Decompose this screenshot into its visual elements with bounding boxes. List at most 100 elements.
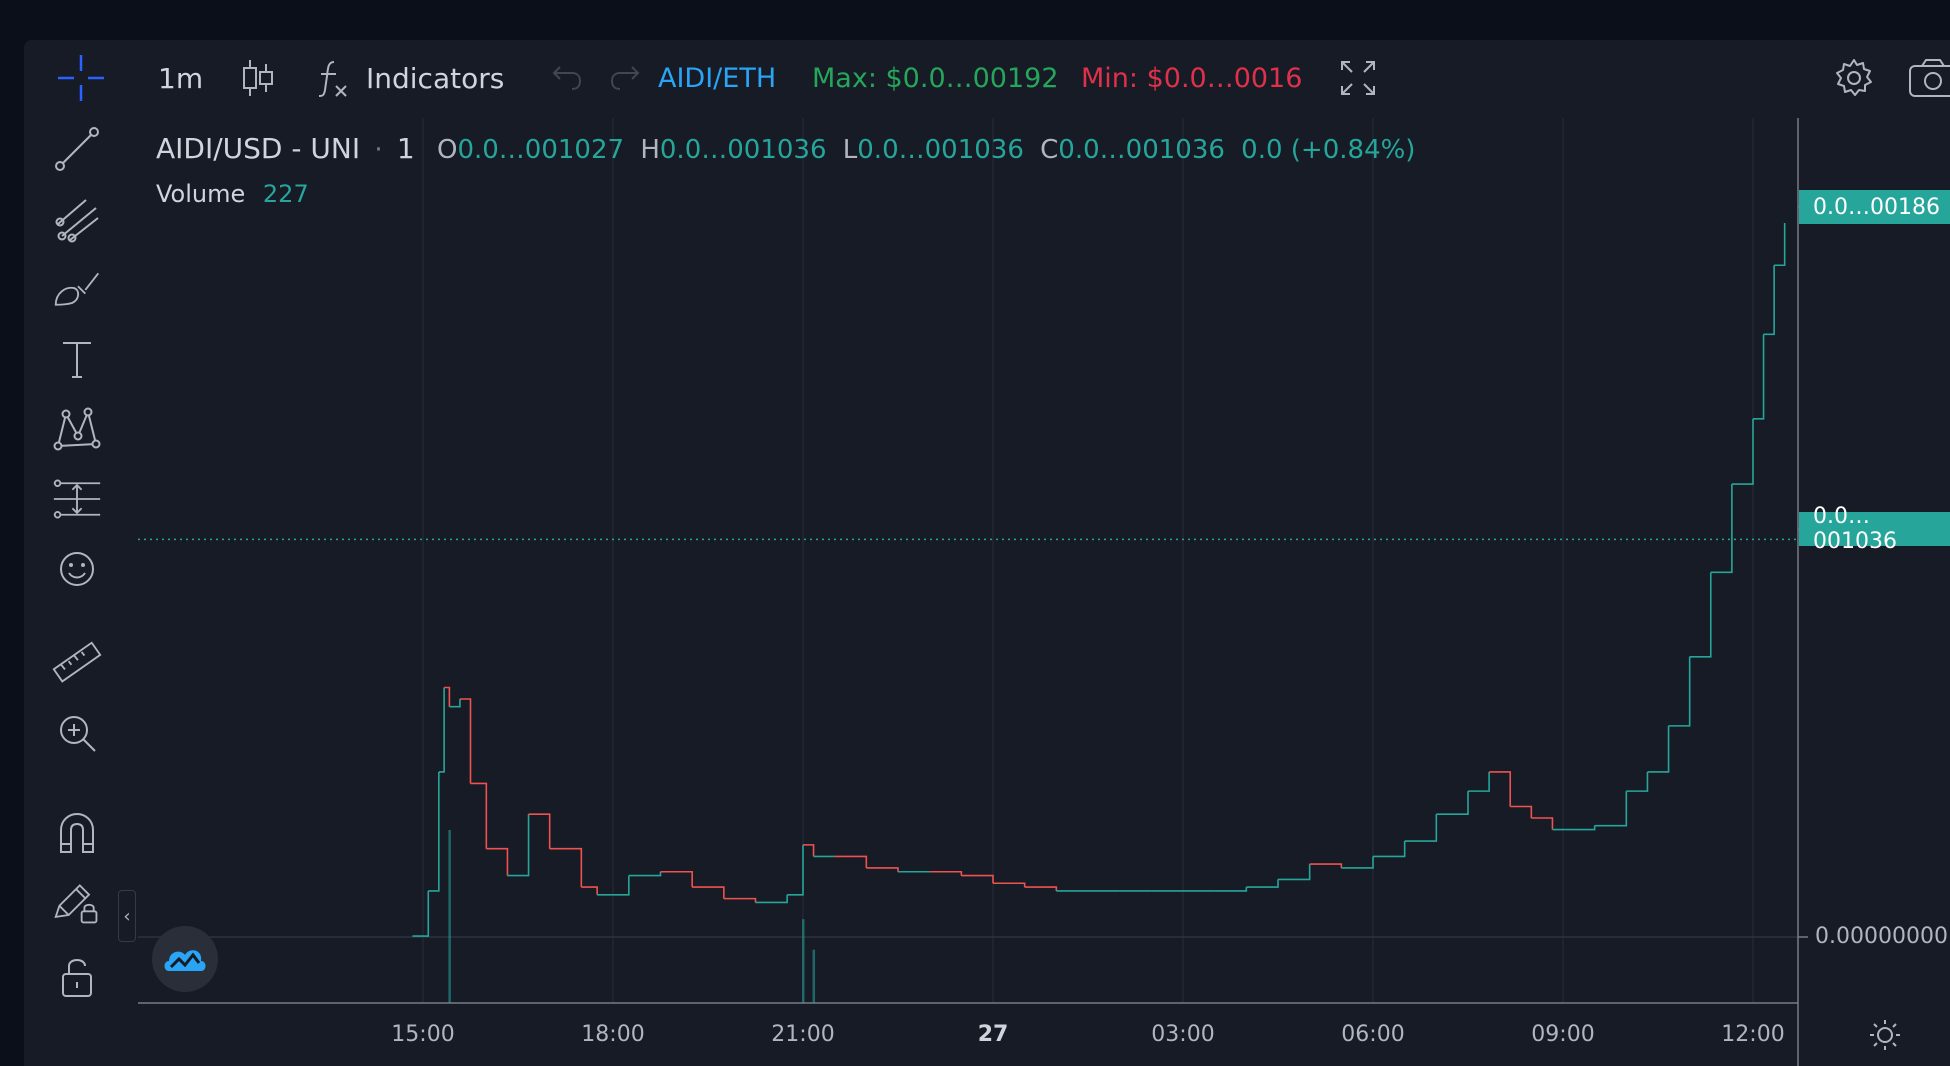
fib-tool[interactable]	[52, 194, 102, 244]
price-segment	[1689, 572, 1712, 658]
price-segment	[1763, 265, 1775, 336]
pair-button[interactable]: AIDI/ETH	[658, 62, 777, 94]
price-segment	[1647, 725, 1670, 773]
price-segment	[1531, 817, 1554, 830]
settings-button[interactable]	[1832, 40, 1876, 116]
smiley-icon	[60, 552, 94, 586]
price-segment	[1246, 879, 1279, 888]
candlestick-icon	[243, 60, 273, 96]
price-segment	[628, 871, 662, 877]
price-segment	[1731, 418, 1754, 485]
crosshair-price-tag: 0.0…001036	[1799, 504, 1950, 554]
indicators-label: Indicators	[366, 61, 505, 95]
camera-icon	[1909, 59, 1950, 97]
time-axis-label: 12:00	[1721, 1022, 1785, 1047]
icon-tool[interactable]	[52, 544, 102, 594]
price-segment	[1774, 223, 1786, 267]
top-toolbar: 1m Indicators	[24, 40, 1950, 116]
change-value: 0.0 (+0.84%)	[1241, 135, 1416, 165]
price-segment	[1594, 791, 1628, 827]
price-segment	[449, 699, 461, 708]
zoom-in-icon	[60, 716, 96, 752]
price-segment	[1753, 334, 1765, 420]
price-segment	[412, 890, 430, 937]
price-segment	[581, 886, 598, 895]
pencil-lock-icon	[54, 884, 98, 924]
price-segment	[1214, 887, 1248, 892]
price-segment	[803, 844, 815, 857]
price-segment	[1468, 771, 1490, 792]
price-segment	[470, 782, 488, 849]
price-segment	[486, 847, 509, 876]
max-price-label: Max: $0.0…00192	[812, 62, 1059, 94]
price-axis-zero: 0.00000000	[1815, 924, 1948, 949]
ruler-icon	[52, 641, 102, 683]
legend-dot: ·	[374, 135, 383, 165]
time-axis-label: 18:00	[581, 1022, 645, 1047]
min-price-label: Min: $0.0…0016	[1081, 62, 1303, 94]
open-key: O	[436, 135, 458, 165]
price-segment	[1278, 864, 1311, 881]
price-segment	[1668, 656, 1691, 727]
lock-drawings-tool[interactable]	[52, 878, 102, 928]
pitchfork-icon	[55, 199, 99, 243]
redo-icon	[610, 66, 640, 90]
price-segment	[428, 771, 440, 892]
series-legend: AIDI/USD - UNI · 1 O0.0…001027 H0.0…0010…	[156, 132, 1415, 165]
price-segment	[787, 844, 804, 896]
volume-bar	[448, 830, 451, 1003]
cloud-logo-icon	[164, 950, 206, 971]
trend-line-icon	[55, 127, 99, 171]
zoom-tool[interactable]	[52, 708, 102, 758]
time-axis-label: 27	[977, 1022, 1009, 1047]
brush-icon	[54, 272, 100, 306]
drawing-toolbar	[24, 116, 134, 1066]
fullscreen-icon	[1341, 61, 1375, 95]
fullscreen-button[interactable]	[1338, 40, 1378, 116]
trend-line-tool[interactable]	[52, 124, 102, 174]
price-segment	[993, 882, 1026, 888]
high-key: H	[640, 135, 660, 165]
brand-logo-button[interactable]	[152, 926, 218, 992]
text-icon	[63, 342, 91, 378]
price-segment	[929, 870, 963, 876]
price-segment	[1309, 863, 1343, 868]
gear-icon	[1836, 59, 1872, 96]
indicators-button[interactable]: Indicators	[316, 40, 504, 116]
interval-button[interactable]: 1m	[158, 61, 204, 95]
close-key: C	[1040, 135, 1059, 165]
time-axis-label: 21:00	[771, 1022, 835, 1047]
lock-tool[interactable]	[52, 952, 102, 1002]
magnet-tool[interactable]	[52, 808, 102, 858]
volume-label: Volume	[156, 180, 246, 208]
measure-tool[interactable]	[52, 638, 102, 688]
price-segment	[507, 814, 530, 877]
pattern-icon	[53, 407, 101, 451]
pattern-tool[interactable]	[52, 404, 102, 454]
brush-tool[interactable]	[52, 264, 102, 314]
price-segment	[692, 886, 725, 899]
prediction-tool[interactable]	[52, 474, 102, 524]
text-tool[interactable]	[52, 334, 102, 384]
price-segment	[459, 698, 472, 784]
price-segment	[438, 687, 445, 773]
crosshair-tool-button[interactable]	[54, 40, 108, 116]
last-price-tag: 0.0…00186	[1799, 190, 1950, 224]
collapse-toolbar-button[interactable]: ‹	[118, 890, 136, 942]
sun-icon	[1870, 1020, 1900, 1050]
redo-button[interactable]	[608, 40, 642, 116]
undo-icon	[552, 66, 582, 90]
low-value: 0.0…001036	[857, 135, 1024, 165]
price-segment	[1024, 886, 1058, 891]
screenshot-button[interactable]	[1908, 40, 1950, 116]
chart-type-button[interactable]	[238, 40, 278, 116]
volume-bar	[802, 919, 805, 1003]
theme-toggle[interactable]	[1868, 1018, 1902, 1056]
volume-value: 227	[262, 180, 309, 208]
price-segment	[1373, 841, 1406, 858]
price-segment	[1573, 825, 1596, 831]
price-segment	[723, 897, 757, 903]
time-axis-label: 15:00	[391, 1022, 455, 1047]
undo-button[interactable]	[550, 40, 584, 116]
